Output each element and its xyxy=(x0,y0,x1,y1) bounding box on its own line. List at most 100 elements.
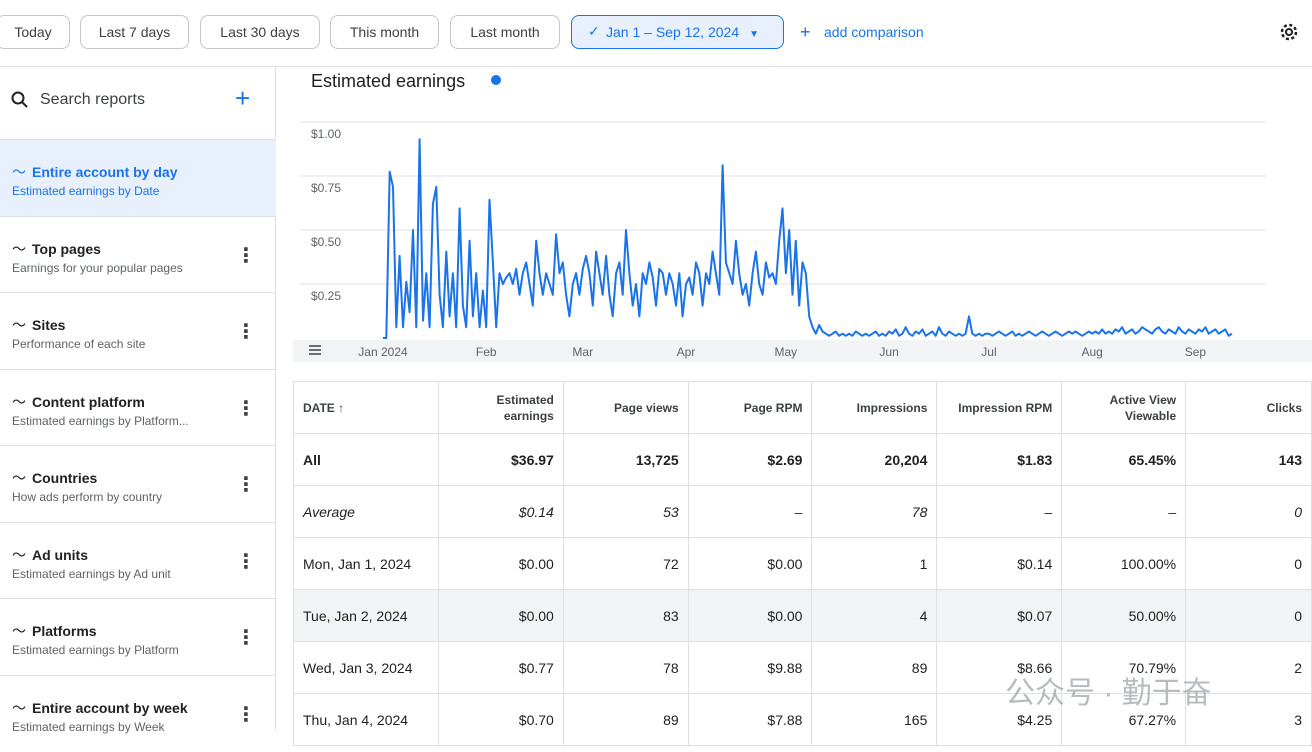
x-tick-label: Mar xyxy=(572,345,593,359)
search-box[interactable]: Search reports xyxy=(40,91,145,108)
report-title-text: Top pages xyxy=(32,240,101,257)
table-cell: $36.97 xyxy=(437,433,564,486)
column-header[interactable]: Estimated earnings xyxy=(437,381,564,434)
report-item[interactable]: 〜 Ad units Estimated earnings by Ad unit ⋮ xyxy=(0,521,276,599)
table-cell: – xyxy=(687,485,813,538)
check-icon: ✓ xyxy=(588,23,600,39)
report-title-text: Ad units xyxy=(32,546,88,563)
table-cell: 100.00% xyxy=(1061,537,1187,590)
report-item[interactable]: 〜 Top pages Earnings for your popular page… xyxy=(0,215,276,293)
column-header[interactable]: Active View Viewable xyxy=(1061,381,1187,434)
table-row: All $36.97 13,725 $2.69 20,204 $1.83 65.45% 143 xyxy=(293,433,1312,486)
table-cell: $9.88 xyxy=(687,641,813,694)
table-cell: 0 xyxy=(1185,589,1312,642)
table-cell: All xyxy=(293,433,439,486)
table-cell: 4 xyxy=(811,589,938,642)
table-cell: 13,725 xyxy=(562,433,689,486)
report-title: 〜 Top pages xyxy=(12,239,101,259)
report-subtitle: How ads perform by country xyxy=(12,490,163,504)
more-menu[interactable]: ⋮ xyxy=(236,321,256,343)
column-header[interactable]: DATE ↑ xyxy=(293,381,439,434)
report-item[interactable]: 〜 Sites Performance of each site ⋮ xyxy=(0,292,276,369)
more-menu[interactable]: ⋮ xyxy=(236,550,256,573)
column-header[interactable]: Page RPM xyxy=(687,381,813,434)
table-cell: 0 xyxy=(1185,485,1312,538)
column-header[interactable]: Impression RPM xyxy=(936,381,1063,434)
table-cell: 1 xyxy=(811,537,938,590)
header-row: DATE ↑ Estimated earnings Page views Page R… xyxy=(293,381,1312,434)
table-cell: 143 xyxy=(1185,433,1312,486)
add-comparison[interactable]: add comparison xyxy=(824,24,924,40)
column-header[interactable]: Page views xyxy=(562,381,689,434)
report-subtitle: Performance of each site xyxy=(12,337,146,351)
report-subtitle: Estimated earnings by Date xyxy=(12,184,160,198)
report-item[interactable]: 〜 Countries How ads perform by country ⋮ xyxy=(0,445,276,522)
table-cell: 65.45% xyxy=(1061,433,1187,486)
more-menu[interactable]: ⋮ xyxy=(236,474,256,496)
report-title: 〜 Sites xyxy=(12,315,65,335)
chart-title: Estimated earnings xyxy=(311,71,465,91)
x-tick-label: Jul xyxy=(981,345,996,359)
report-title: 〜 Entire account by day xyxy=(12,162,177,182)
settings-icon[interactable] xyxy=(1278,21,1300,43)
dropdown-arrow: ▼ xyxy=(749,29,760,40)
table-cell: 50.00% xyxy=(1061,589,1187,642)
table-cell: $0.07 xyxy=(936,589,1063,642)
table-cell: 72 xyxy=(562,537,689,590)
report-item[interactable]: 〜 Entire account by week Estimated earning… xyxy=(0,674,276,752)
trend-icon: 〜 xyxy=(12,699,26,716)
report-table: DATE ↑ Estimated earnings Page views Page R… xyxy=(293,381,1312,746)
report-item[interactable]: 〜 Entire account by day Estimated earnings… xyxy=(0,139,276,216)
menu-icon xyxy=(309,345,321,355)
table-cell: $7.88 xyxy=(687,693,813,746)
table-cell: $0.14 xyxy=(437,485,564,538)
y-tick-label: $0.75 xyxy=(311,181,341,195)
report-subtitle: Estimated earnings by Platform xyxy=(12,643,179,657)
column-header[interactable]: Impressions xyxy=(811,381,938,434)
x-tick-label: Aug xyxy=(1081,345,1102,359)
report-title: 〜 Content platform xyxy=(12,392,145,412)
chart: Estimated earnings $0.25 $0.50 $0.75 $1.00 J… xyxy=(293,71,1312,362)
range-button[interactable]: Last 7 days xyxy=(80,15,189,49)
more-menu[interactable]: ⋮ xyxy=(236,397,256,420)
add-report[interactable]: + xyxy=(235,83,251,113)
range-button[interactable]: Last month xyxy=(450,15,560,49)
table-cell: $8.66 xyxy=(936,641,1063,694)
report-subtitle: Estimated earnings by Platform... xyxy=(12,413,189,428)
more-menu[interactable]: ⋮ xyxy=(236,627,256,649)
y-tick-label: $0.25 xyxy=(311,289,341,303)
trend-icon: 〜 xyxy=(12,164,26,180)
range-button[interactable]: Last 30 days xyxy=(200,15,320,49)
more-menu[interactable]: ⋮ xyxy=(236,703,256,726)
table-row: Tue, Jan 2, 2024 $0.00 83 $0.00 4 $0.07 50.00%… xyxy=(293,589,1312,642)
table-cell: 89 xyxy=(562,693,689,746)
column-header[interactable]: Clicks xyxy=(1185,381,1312,434)
table-cell: 89 xyxy=(811,641,938,694)
table-cell: 53 xyxy=(562,485,689,538)
search-icon xyxy=(11,91,28,108)
report-item[interactable]: 〜 Content platform Estimated earnings by P… xyxy=(0,368,276,446)
report-subtitle: Estimated earnings by Week xyxy=(12,719,165,734)
range-button[interactable]: Today xyxy=(0,15,70,49)
divider xyxy=(0,66,1312,67)
date-range-button[interactable]: Jan 1 – Sep 12, 2024 ▼ xyxy=(571,15,784,49)
table-cell: Average xyxy=(293,485,439,538)
trend-icon: 〜 xyxy=(12,623,26,639)
more-menu[interactable]: ⋮ xyxy=(236,244,256,267)
table-cell: $1.83 xyxy=(936,433,1063,486)
report-item[interactable]: 〜 Platforms Estimated earnings by Platform… xyxy=(0,598,276,675)
x-tick-label: Apr xyxy=(677,345,696,359)
table-cell: 165 xyxy=(811,693,938,746)
report-title-text: Entire account by day xyxy=(32,164,178,180)
report-title-text: Countries xyxy=(32,470,98,486)
y-tick-label: $1.00 xyxy=(311,127,341,141)
trend-icon: 〜 xyxy=(12,470,26,486)
table-cell: $0.77 xyxy=(437,641,564,694)
table-cell: $0.14 xyxy=(936,537,1063,590)
table-row: Average $0.14 53–78– –0 xyxy=(293,485,1312,538)
trend-icon: 〜 xyxy=(12,317,26,333)
table-row: Mon, Jan 1, 2024 $0.00 72 $0.00 1 $0.14 100.00… xyxy=(293,537,1312,590)
range-button[interactable]: This month xyxy=(330,15,439,49)
trend-icon: 〜 xyxy=(12,240,26,257)
sidebar: Search reports + 〜 Entire account by day E… xyxy=(0,66,276,734)
